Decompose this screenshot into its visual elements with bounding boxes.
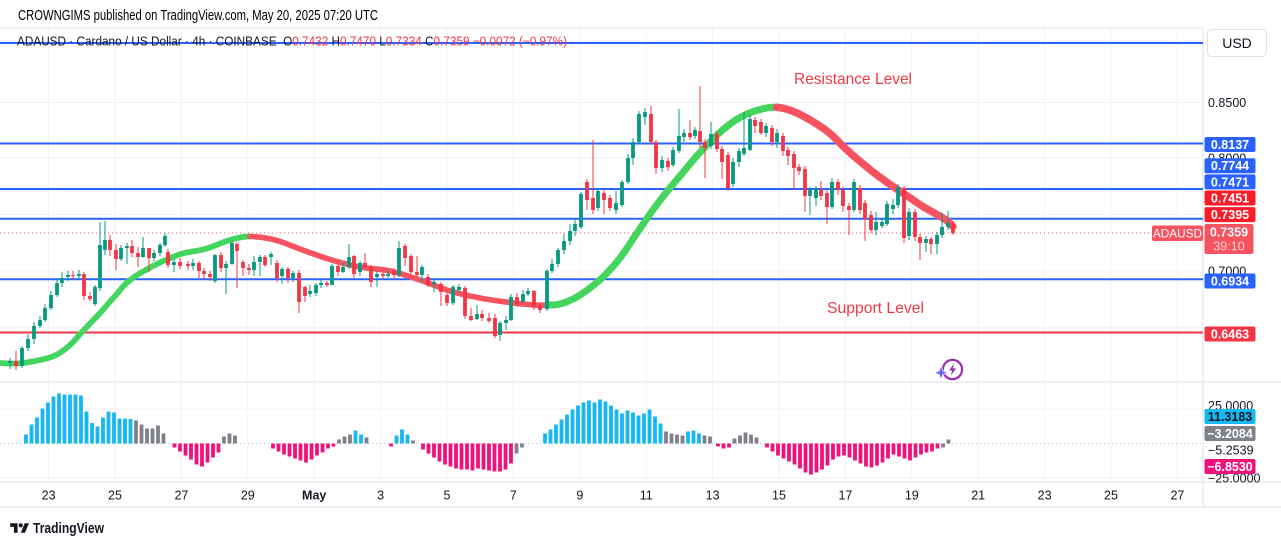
svg-text:25: 25 xyxy=(1104,489,1118,503)
svg-text:29: 29 xyxy=(241,489,255,503)
svg-text:39:10: 39:10 xyxy=(1213,240,1244,254)
svg-text:7: 7 xyxy=(510,489,517,503)
svg-text:11.3183: 11.3183 xyxy=(1208,410,1253,424)
svg-text:19: 19 xyxy=(905,489,919,503)
svg-text:11: 11 xyxy=(640,489,653,503)
svg-text:23: 23 xyxy=(42,489,56,503)
svg-text:0.7451: 0.7451 xyxy=(1211,192,1249,206)
svg-text:−3.2084: −3.2084 xyxy=(1207,427,1253,441)
svg-text:0.7359: 0.7359 xyxy=(1210,226,1248,240)
svg-text:3: 3 xyxy=(377,489,384,503)
svg-text:23: 23 xyxy=(1038,489,1052,503)
svg-text:17: 17 xyxy=(838,489,852,503)
svg-text:0.7471: 0.7471 xyxy=(1211,175,1249,189)
svg-text:13: 13 xyxy=(706,489,720,503)
svg-text:−25.0000: −25.0000 xyxy=(1208,472,1261,486)
svg-text:−5.2539: −5.2539 xyxy=(1208,444,1254,458)
svg-text:9: 9 xyxy=(576,489,583,503)
svg-text:0.7744: 0.7744 xyxy=(1211,159,1249,173)
svg-text:−6.8530: −6.8530 xyxy=(1207,460,1253,474)
svg-text:21: 21 xyxy=(971,489,985,503)
svg-text:TradingView: TradingView xyxy=(33,521,105,537)
svg-text:May: May xyxy=(302,489,326,503)
svg-text:Resistance Level: Resistance Level xyxy=(794,71,912,88)
svg-text:27: 27 xyxy=(174,489,188,503)
svg-text:27: 27 xyxy=(1170,489,1184,503)
svg-text:ADAUSD: ADAUSD xyxy=(1153,226,1202,240)
svg-text:CROWNGIMS published on Trading: CROWNGIMS published on TradingView.com, … xyxy=(18,8,378,24)
svg-text:Support Level: Support Level xyxy=(827,300,924,317)
svg-text:0.7395: 0.7395 xyxy=(1211,208,1249,222)
svg-text:5: 5 xyxy=(444,489,451,503)
svg-text:25: 25 xyxy=(108,489,122,503)
svg-text:ADAUSD · Cardano / US Dollar ·: ADAUSD · Cardano / US Dollar · 4h · COIN… xyxy=(17,34,567,49)
svg-text:0.6934: 0.6934 xyxy=(1211,275,1249,289)
svg-text:USD: USD xyxy=(1222,35,1252,51)
svg-text:15: 15 xyxy=(772,489,786,503)
svg-text:0.8137: 0.8137 xyxy=(1211,138,1249,152)
svg-text:0.6463: 0.6463 xyxy=(1211,328,1249,342)
svg-text:0.8500: 0.8500 xyxy=(1208,96,1246,110)
